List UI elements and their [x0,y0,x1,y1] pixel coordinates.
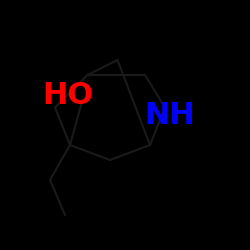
Text: HO: HO [42,80,93,110]
Text: NH: NH [144,100,196,130]
